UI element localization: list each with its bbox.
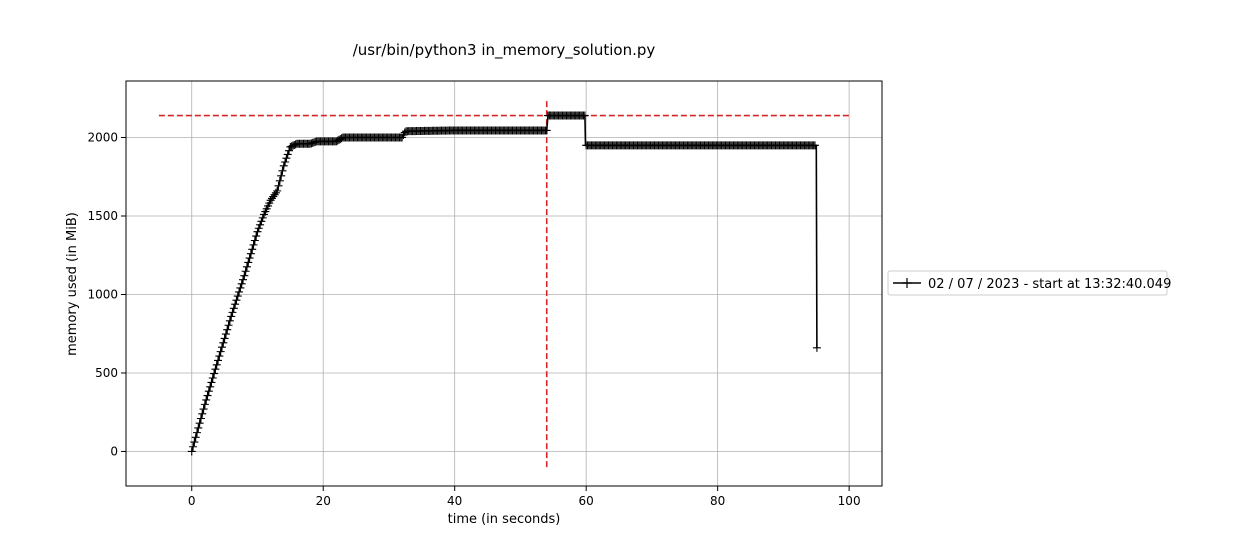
data-point: [200, 400, 209, 409]
data-point: [212, 360, 221, 369]
data-point: [216, 347, 225, 356]
data-point: [198, 409, 207, 418]
reference-lines: [158, 98, 850, 468]
data-point: [244, 258, 253, 267]
data-point: [275, 176, 284, 185]
data-point: [254, 224, 263, 233]
data-point: [274, 181, 283, 190]
data-point: [210, 369, 219, 378]
data-point: [246, 249, 255, 258]
data-point: [190, 438, 199, 447]
data-point: [281, 158, 290, 166]
data-point: [189, 442, 198, 451]
data-point: [258, 213, 267, 222]
plot-frame: [125, 80, 883, 487]
data-point: [196, 414, 205, 423]
data-point: [812, 343, 821, 352]
data-point: [219, 338, 228, 347]
series-layer: [187, 111, 821, 456]
data-point: [217, 343, 226, 352]
data-point: [252, 232, 261, 241]
y-tick-label: 1000: [87, 287, 118, 301]
data-point: [580, 111, 589, 120]
data-point: [215, 352, 224, 361]
data-point: [211, 365, 220, 374]
data-point: [206, 382, 215, 391]
x-tick-label: 20: [316, 494, 331, 508]
data-point: [237, 279, 246, 288]
y-axis: 0 500 1000 1500 2000: [87, 131, 126, 458]
y-tick-label: 500: [95, 366, 118, 380]
data-point: [240, 271, 249, 280]
data-point: [203, 391, 212, 400]
data-point: [241, 267, 250, 276]
legend-label: 02 / 07 / 2023 - start at 13:32:40.049: [928, 277, 1171, 292]
data-point: [194, 423, 203, 432]
data-point: [253, 227, 262, 236]
data-point: [236, 283, 245, 292]
legend-box: [887, 270, 1168, 296]
data-point: [232, 296, 241, 305]
y-tick-label: 0: [110, 444, 118, 458]
data-point: [542, 126, 551, 135]
y-tick-label: 2000: [87, 131, 118, 145]
x-axis-label: time (in seconds): [448, 512, 561, 527]
data-point: [233, 292, 242, 301]
data-point: [250, 236, 259, 245]
x-tick-label: 100: [838, 494, 861, 508]
legend-marker: [902, 278, 912, 288]
data-point: [220, 334, 229, 343]
data-point: [277, 171, 286, 180]
data-point: [256, 220, 265, 229]
data-point: [192, 428, 201, 437]
data-point: [228, 308, 237, 317]
y-axis-label: memory used (in MiB): [65, 212, 80, 356]
data-point: [223, 325, 232, 334]
y-tick-label: 1500: [87, 209, 118, 223]
data-point: [187, 447, 196, 456]
data-point: [282, 154, 291, 163]
data-point: [249, 240, 258, 249]
data-point: [207, 378, 216, 387]
data-point: [231, 300, 240, 309]
grid: [126, 81, 882, 486]
x-tick-label: 60: [579, 494, 594, 508]
data-point: [245, 254, 254, 263]
x-tick-label: 40: [447, 494, 462, 508]
data-point: [235, 287, 244, 296]
data-point: [810, 141, 819, 150]
data-point: [202, 395, 211, 404]
data-point: [273, 186, 282, 195]
x-tick-label: 80: [710, 494, 725, 508]
data-point: [227, 312, 236, 321]
data-point: [229, 304, 238, 313]
data-point: [271, 188, 280, 197]
data-point: [225, 316, 234, 325]
data-point: [208, 374, 217, 382]
x-axis: 0 20 40 60 80 100: [188, 486, 861, 508]
data-point: [199, 405, 208, 414]
data-point: [285, 146, 294, 155]
data-point: [224, 321, 233, 330]
data-point: [191, 433, 200, 442]
data-point: [283, 150, 292, 159]
data-point: [221, 330, 230, 339]
data-point: [279, 161, 288, 170]
legend: 02 / 07 / 2023 - start at 13:32:40.049: [887, 270, 1171, 296]
data-point: [214, 356, 223, 365]
data-point: [257, 217, 266, 226]
data-point: [278, 166, 287, 175]
data-point: [204, 387, 213, 396]
data-point: [239, 275, 248, 284]
data-point: [248, 245, 257, 254]
x-tick-label: 0: [188, 494, 196, 508]
chart-title: /usr/bin/python3 in_memory_solution.py: [353, 41, 656, 60]
data-point: [195, 419, 204, 428]
data-point: [242, 262, 251, 271]
